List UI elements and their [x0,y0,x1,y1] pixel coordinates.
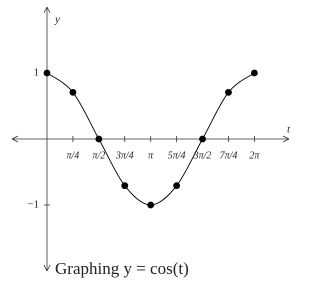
point [147,201,155,209]
x-tick-label: π/2 [92,150,105,161]
y-tick-label: −1 [27,199,39,211]
x-tick-label: 3π/2 [193,150,212,161]
point [199,135,206,143]
point [121,182,129,190]
x-axis-label: t [287,124,291,136]
chart: Graphing y = cos(t) t y π/4 π/2 3π/4 π 5π/4 3… [11,6,291,278]
x-tick-label: 2π [249,150,260,161]
point [43,69,51,77]
x-tick-label: 7π/4 [220,150,238,161]
point [95,135,103,143]
point [250,69,258,77]
arrow [11,6,290,272]
x-tick-label: 3π/4 [115,150,134,161]
x-tick-label: 5π/4 [168,150,186,161]
chart-title: Graphing y = cos(t) [55,259,189,278]
y-tick-label: 1 [33,67,39,79]
y-axis-label: y [54,14,60,26]
x-tick-label: π [148,150,154,161]
point [69,88,77,96]
point [173,182,181,190]
x-tick-label: π/4 [67,150,80,161]
point [225,88,232,96]
